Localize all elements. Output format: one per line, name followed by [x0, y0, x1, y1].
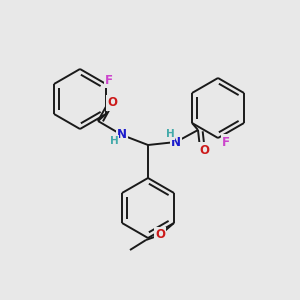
Text: H: H [166, 129, 174, 139]
Text: O: O [199, 143, 209, 157]
Text: N: N [117, 128, 127, 142]
Text: F: F [105, 74, 113, 86]
Text: N: N [171, 136, 181, 148]
Text: F: F [222, 136, 230, 148]
Text: O: O [155, 229, 165, 242]
Text: H: H [110, 136, 118, 146]
Text: O: O [107, 97, 117, 110]
